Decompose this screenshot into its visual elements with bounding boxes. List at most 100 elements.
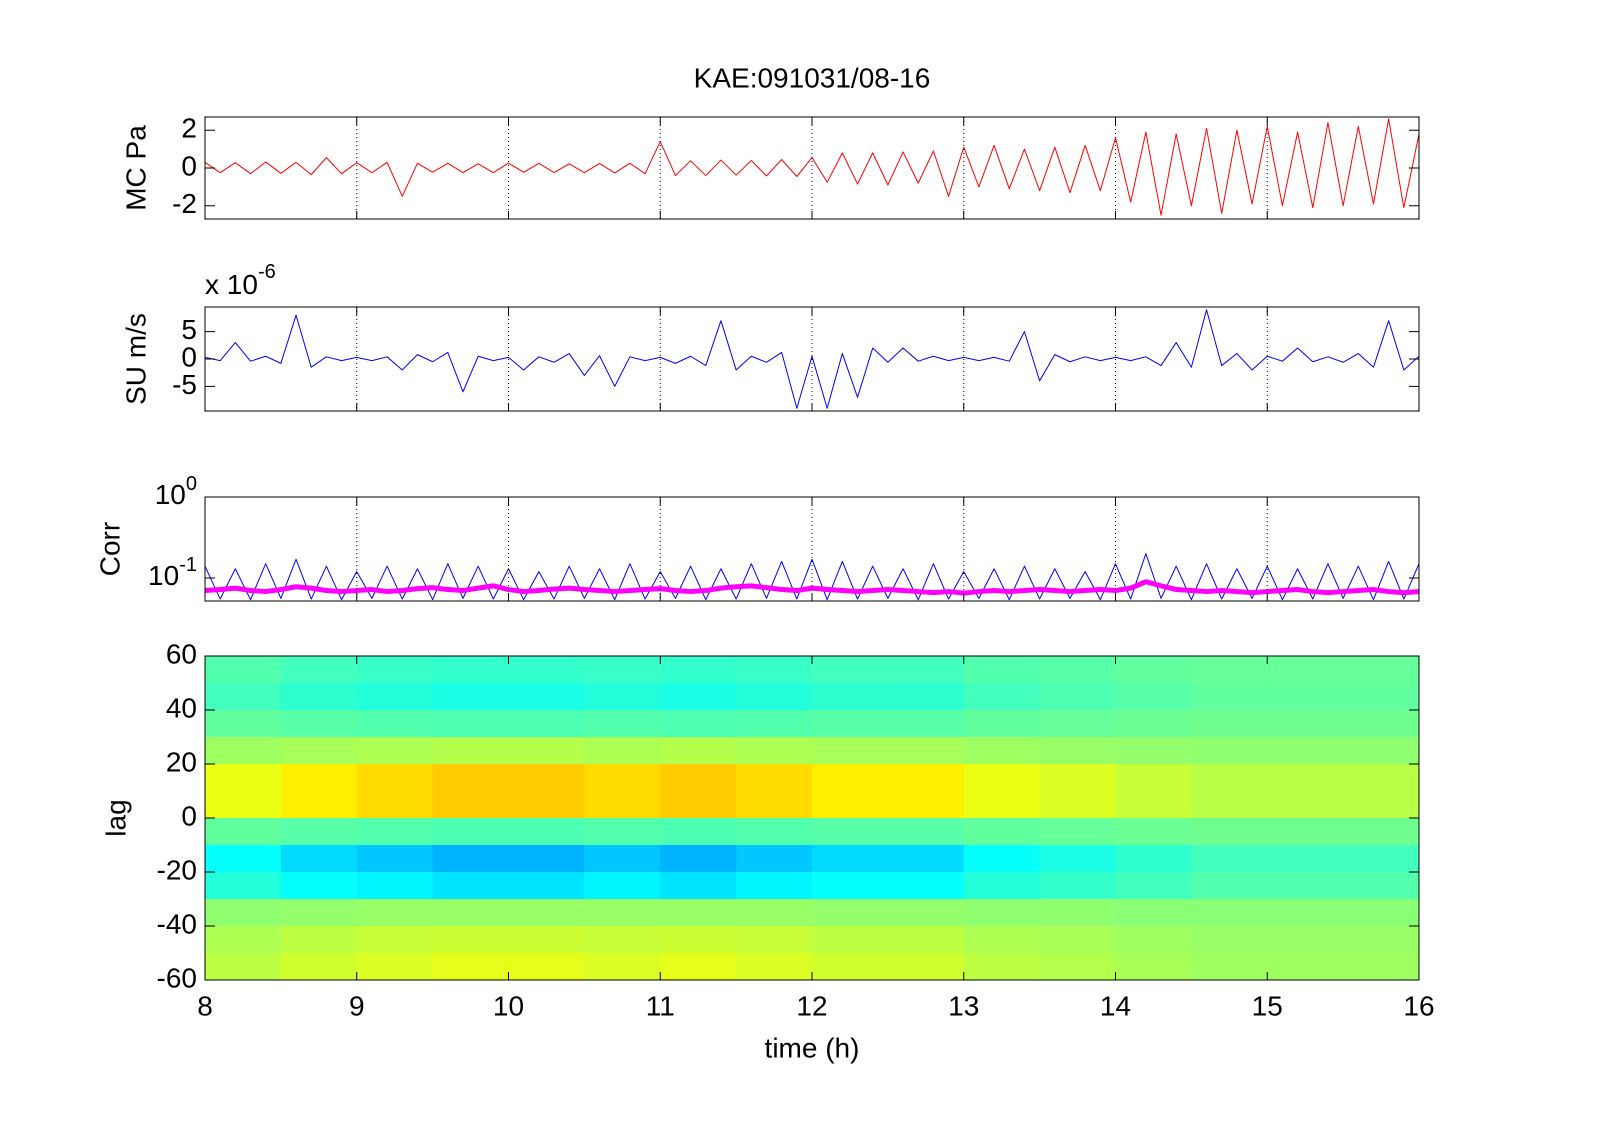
heat-cell bbox=[887, 818, 965, 846]
y-tick-label: 100 bbox=[155, 473, 197, 510]
heat-cell bbox=[1039, 764, 1116, 792]
heat-cell bbox=[584, 656, 661, 684]
heat-cell bbox=[1191, 872, 1268, 900]
heat-cell bbox=[280, 683, 358, 711]
heat-cell bbox=[660, 764, 737, 792]
y-tick-label: -60 bbox=[157, 962, 197, 993]
heat-cell bbox=[356, 899, 434, 927]
heat-cell bbox=[432, 683, 509, 711]
heat-cell bbox=[1343, 845, 1420, 873]
heat-cell bbox=[1267, 656, 1344, 684]
heat-cell bbox=[508, 683, 585, 711]
heat-cell bbox=[432, 710, 509, 738]
heat-cell bbox=[1343, 737, 1420, 765]
heat-cell bbox=[432, 872, 509, 900]
heat-cell bbox=[205, 845, 282, 873]
heat-cell bbox=[660, 737, 737, 765]
heat-cell bbox=[1343, 872, 1420, 900]
axes-box bbox=[204, 116, 1420, 220]
heat-cell bbox=[812, 791, 889, 819]
heat-cell bbox=[812, 656, 889, 684]
heat-cell bbox=[812, 764, 889, 792]
heat-cell bbox=[1343, 953, 1420, 981]
heat-cell bbox=[1343, 710, 1420, 738]
heat-cell bbox=[356, 953, 434, 981]
heat-cell bbox=[1039, 791, 1116, 819]
y-tick-label: 0 bbox=[181, 341, 197, 372]
x-tick-label: 12 bbox=[796, 990, 827, 1021]
x-tick-label: 8 bbox=[197, 990, 213, 1021]
heat-cell bbox=[508, 737, 585, 765]
heat-cell bbox=[584, 791, 661, 819]
multiplier-base: x 10 bbox=[205, 269, 258, 300]
heat-cell bbox=[1191, 818, 1268, 846]
heat-cell bbox=[432, 791, 509, 819]
heat-cell bbox=[584, 710, 661, 738]
heat-cell bbox=[1267, 953, 1344, 981]
heat-cell bbox=[660, 791, 737, 819]
heat-cell bbox=[963, 656, 1041, 684]
heat-cell bbox=[1039, 737, 1116, 765]
heat-cell bbox=[812, 818, 889, 846]
heat-cell bbox=[1343, 791, 1420, 819]
heat-cell bbox=[660, 818, 737, 846]
x-tick-label: 9 bbox=[349, 990, 365, 1021]
heat-cell bbox=[963, 818, 1041, 846]
heat-cell bbox=[1115, 683, 1192, 711]
heat-cell bbox=[205, 683, 282, 711]
heat-cell bbox=[812, 710, 889, 738]
heat-cell bbox=[432, 845, 509, 873]
x-tick-label: 14 bbox=[1100, 990, 1131, 1021]
y-axis-label: MC Pa bbox=[120, 125, 151, 211]
heat-cell bbox=[1115, 791, 1192, 819]
heat-cell bbox=[1115, 710, 1192, 738]
heat-cell bbox=[432, 764, 509, 792]
heat-cell bbox=[1191, 737, 1268, 765]
heat-cell bbox=[887, 656, 965, 684]
y-tick-label: 2 bbox=[181, 113, 197, 144]
heat-cell bbox=[963, 737, 1041, 765]
heat-cell bbox=[736, 899, 813, 927]
heat-cell bbox=[508, 710, 585, 738]
heat-cell bbox=[736, 926, 813, 954]
heat-cell bbox=[736, 872, 813, 900]
heat-cell bbox=[660, 845, 737, 873]
axis-multiplier: x 10-6 bbox=[205, 261, 276, 300]
heat-cell bbox=[508, 764, 585, 792]
heat-cell bbox=[736, 656, 813, 684]
heat-cell bbox=[812, 872, 889, 900]
heat-cell bbox=[508, 953, 585, 981]
x-axis-label: time (h) bbox=[765, 1032, 860, 1063]
heat-cell bbox=[1039, 845, 1116, 873]
heat-cell bbox=[1191, 791, 1268, 819]
heat-cell bbox=[1343, 899, 1420, 927]
data-line bbox=[205, 309, 1419, 409]
heat-cell bbox=[205, 737, 282, 765]
y-tick-label: -2 bbox=[172, 188, 197, 219]
heat-cell bbox=[963, 953, 1041, 981]
multiplier-exponent: -6 bbox=[258, 261, 276, 283]
panel: 8 9 10 11 12 13 14 15 16 -60 -40 -20 0 20 40 60 lag time … bbox=[100, 638, 1434, 1063]
heat-cell bbox=[280, 953, 358, 981]
heat-cell bbox=[356, 710, 434, 738]
y-tick-label: -5 bbox=[172, 369, 197, 400]
heat-cell bbox=[205, 791, 282, 819]
heat-cell bbox=[963, 926, 1041, 954]
heat-cell bbox=[205, 764, 282, 792]
heat-cell bbox=[356, 764, 434, 792]
axes-box bbox=[204, 306, 1420, 412]
heat-cell bbox=[280, 710, 358, 738]
heat-cell bbox=[1267, 818, 1344, 846]
heat-cell bbox=[280, 845, 358, 873]
heat-cell bbox=[356, 845, 434, 873]
heat-cell bbox=[1115, 872, 1192, 900]
heat-cell bbox=[1039, 710, 1116, 738]
heat-cell bbox=[205, 926, 282, 954]
heat-cell bbox=[584, 683, 661, 711]
panel: -505 SU m/s x 10-6 bbox=[120, 261, 1420, 412]
heat-cell bbox=[205, 872, 282, 900]
heat-cell bbox=[1039, 683, 1116, 711]
tick-exponent: -1 bbox=[179, 554, 197, 576]
heat-cell bbox=[812, 899, 889, 927]
